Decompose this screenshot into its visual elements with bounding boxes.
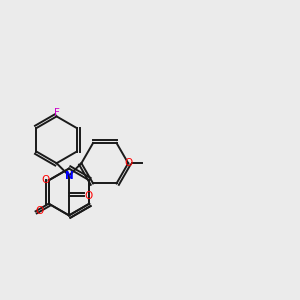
Text: O: O: [35, 206, 43, 216]
Text: O: O: [41, 175, 49, 185]
Text: F: F: [54, 107, 59, 118]
Text: O: O: [84, 190, 92, 200]
Text: O: O: [124, 158, 132, 168]
Text: N: N: [64, 171, 74, 181]
